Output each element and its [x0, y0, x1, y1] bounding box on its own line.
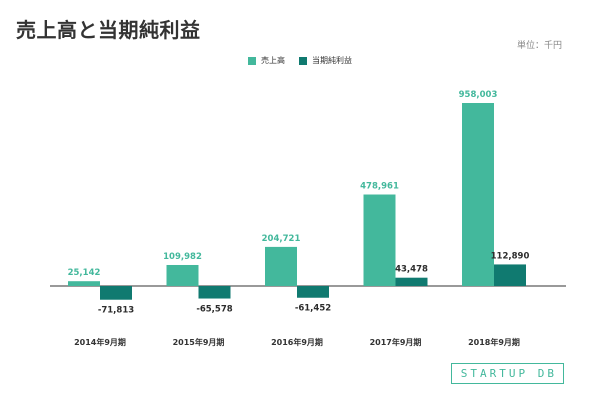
legend-item-revenue: 売上高 [248, 55, 285, 66]
label-net-income-5: 112,890 [491, 251, 530, 261]
label-revenue-3: 204,721 [262, 234, 301, 244]
label-net-income-1: -71,813 [98, 306, 134, 316]
legend: 売上高 当期純利益 [0, 55, 600, 66]
label-revenue-2: 109,982 [163, 252, 202, 262]
chart-title: 売上高と当期純利益 [16, 18, 201, 42]
bar-revenue-2 [166, 264, 199, 286]
label-revenue-1: 25,142 [68, 268, 101, 278]
unit-label: 単位：千円 [516, 41, 562, 51]
legend-swatch-net-income [299, 56, 307, 65]
bar-net-income-2 [198, 286, 231, 299]
legend-label-revenue: 売上高 [261, 56, 285, 65]
bar-net-income-3 [297, 286, 329, 298]
label-net-income-2: -65,578 [196, 305, 232, 315]
bar-revenue-4 [363, 194, 396, 286]
bar-revenue-3 [265, 246, 297, 286]
legend-label-net-income: 当期純利益 [312, 56, 352, 65]
bar-net-income-1 [100, 286, 132, 300]
bar-net-income-5 [494, 264, 526, 286]
category-label-1: 2014年9月期 [74, 337, 126, 347]
startup-db-logo: STARTUP DB [450, 363, 564, 384]
label-net-income-3: -61,452 [295, 304, 331, 314]
bar-net-income-4 [395, 277, 428, 286]
legend-swatch-revenue [248, 56, 256, 65]
label-net-income-4: 43,478 [395, 265, 428, 275]
bar-revenue-1 [68, 281, 100, 286]
label-revenue-4: 478,961 [360, 182, 399, 192]
legend-item-net-income: 当期純利益 [299, 55, 352, 66]
bar-revenue-5 [462, 103, 494, 286]
category-label-4: 2017年9月期 [370, 337, 422, 347]
label-revenue-5: 958,003 [459, 90, 498, 100]
category-label-2: 2015年9月期 [173, 337, 225, 347]
category-label-5: 2018年9月期 [468, 337, 520, 347]
category-label-3: 2016年9月期 [271, 337, 323, 347]
